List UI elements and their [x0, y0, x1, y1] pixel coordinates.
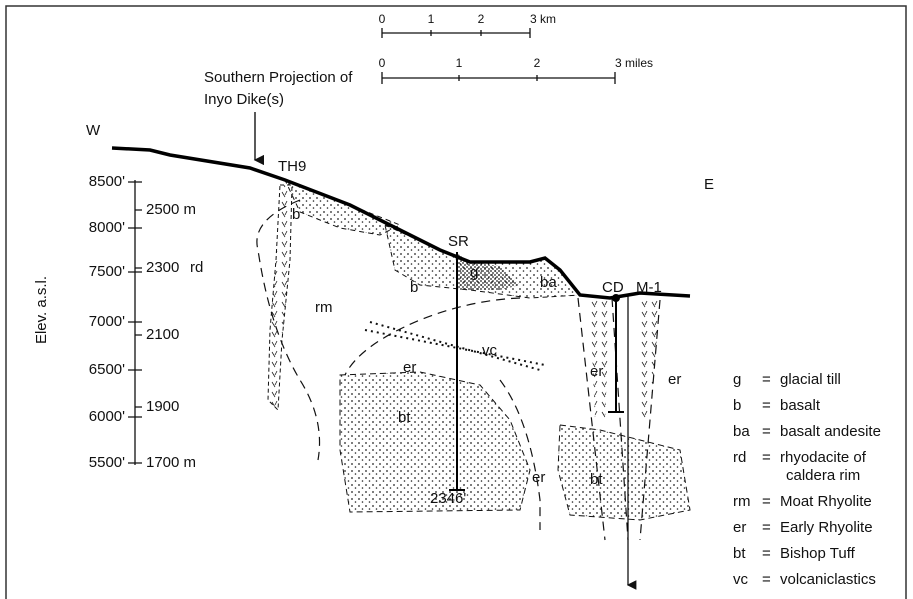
frame: [5, 5, 907, 599]
unit-label: bt: [398, 409, 411, 426]
legend-text: glacial till: [780, 371, 841, 388]
well-label: TH9: [278, 158, 306, 175]
legend-text: rhyodacite of: [780, 449, 867, 466]
annotation: Inyo Dike(s): [204, 91, 284, 108]
legend-equals: =: [762, 519, 771, 536]
wells: [253, 112, 637, 590]
labels: 0 1 2 3 km 0 1 2 3 miles W E Southern Projection o…: [33, 12, 881, 588]
feet-tick: 7500': [89, 263, 125, 280]
feet-tick: 8000': [89, 219, 125, 236]
meter-tick: 1900: [146, 398, 179, 415]
legend-code: bt: [733, 545, 746, 562]
legend-code: rm: [733, 493, 751, 510]
well-label: CD: [602, 279, 624, 296]
legend-equals: =: [762, 493, 771, 510]
meter-tick: 2300: [146, 259, 179, 276]
scale-bars: [381, 28, 616, 84]
legend-text: Moat Rhyolite: [780, 493, 872, 510]
feet-tick: 7000': [89, 313, 125, 330]
feet-tick: 6500': [89, 361, 125, 378]
legend-text: Early Rhyolite: [780, 519, 873, 536]
unit-label: rm: [315, 299, 333, 316]
unit-label: ba: [540, 274, 557, 291]
scale-label: 2: [534, 56, 541, 70]
scale-label: 1: [456, 56, 463, 70]
scale-label: 1: [428, 12, 435, 26]
legend-text: basalt: [780, 397, 821, 414]
contacts: [256, 199, 661, 541]
legend-code: vc: [733, 571, 749, 588]
legend-equals: =: [762, 397, 771, 414]
unit-label: b: [292, 206, 300, 223]
unit-label: bt: [590, 471, 603, 488]
unit-label: vc: [482, 342, 498, 359]
legend-equals: =: [762, 449, 771, 466]
unit-label: er: [668, 371, 681, 388]
legend-text: volcaniclastics: [780, 571, 876, 588]
elevation-axis: [128, 180, 142, 465]
legend-equals: =: [762, 371, 771, 388]
well-label: SR: [448, 233, 469, 250]
unit-label: rd: [190, 259, 203, 276]
feet-tick: 8500': [89, 173, 125, 190]
well-label: M-1: [636, 279, 662, 296]
feet-tick: 5500': [89, 454, 125, 471]
legend-code: rd: [733, 449, 746, 466]
well-depth: 2346': [430, 490, 466, 507]
scale-label: 3 miles: [615, 56, 653, 70]
legend-text: basalt andesite: [780, 423, 881, 440]
legend-code: ba: [733, 423, 750, 440]
feet-tick: 6000': [89, 408, 125, 425]
meter-tick: 1700 m: [146, 454, 196, 471]
scale-label: 0: [379, 12, 386, 26]
unit-label: er: [403, 359, 416, 376]
legend-code: er: [733, 519, 746, 536]
ground-surface: [111, 146, 691, 300]
axis-title: Elev. a.s.l.: [33, 276, 50, 344]
scale-label: 2: [478, 12, 485, 26]
legend-code: b: [733, 397, 741, 414]
annotation: Southern Projection of: [204, 69, 353, 86]
legend-text: caldera rim: [786, 467, 860, 484]
unit-label: b: [410, 279, 418, 296]
geology: [267, 179, 691, 521]
legend-text: Bishop Tuff: [780, 545, 856, 562]
legend-equals: =: [762, 545, 771, 562]
compass-label: W: [86, 122, 101, 139]
legend-equals: =: [762, 571, 771, 588]
scale-label: 0: [379, 56, 386, 70]
meter-tick: 2500 m: [146, 201, 196, 218]
meter-tick: 2100: [146, 326, 179, 343]
unit-label: er: [532, 469, 545, 486]
unit-label: er: [590, 363, 603, 380]
scale-label: 3 km: [530, 12, 556, 26]
legend-code: g: [733, 371, 741, 388]
unit-label: g: [470, 264, 478, 281]
compass-label: E: [704, 176, 714, 193]
legend-equals: =: [762, 423, 771, 440]
